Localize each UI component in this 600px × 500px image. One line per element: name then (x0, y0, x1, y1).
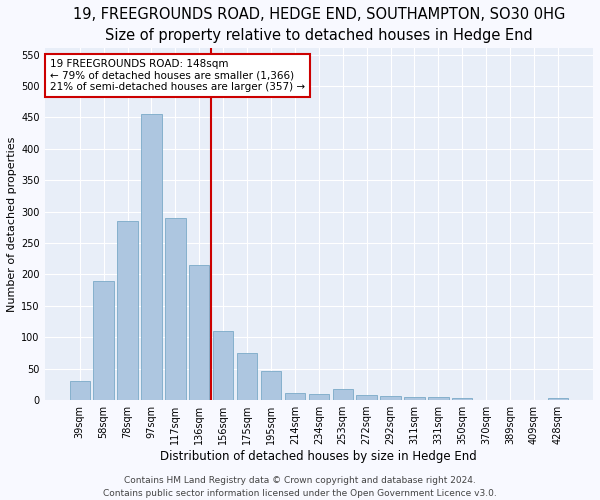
Bar (189, 265, 209, 400)
Text: 19 FREEGROUNDS ROAD: 148sqm
← 79% of detached houses are smaller (1,366)
21% of : 19 FREEGROUNDS ROAD: 148sqm ← 79% of det… (50, 59, 305, 92)
Bar (118, 221, 137, 400)
Bar (261, 370, 281, 400)
Bar (356, 395, 377, 400)
Bar (332, 389, 353, 400)
Text: Contains HM Land Registry data © Crown copyright and database right 2024.
Contai: Contains HM Land Registry data © Crown c… (103, 476, 497, 498)
Bar (548, 398, 568, 400)
Bar (404, 397, 425, 400)
Bar (308, 394, 329, 400)
Y-axis label: Number of detached properties: Number of detached properties (7, 136, 17, 312)
Bar (141, 114, 161, 400)
Bar (452, 398, 472, 400)
Bar (213, 331, 233, 400)
Bar (428, 397, 449, 400)
Bar (94, 281, 114, 400)
Bar (285, 392, 305, 400)
Bar (237, 353, 257, 400)
Bar (380, 396, 401, 400)
Bar (165, 218, 185, 400)
X-axis label: Distribution of detached houses by size in Hedge End: Distribution of detached houses by size … (160, 450, 477, 463)
Title: 19, FREEGROUNDS ROAD, HEDGE END, SOUTHAMPTON, SO30 0HG
Size of property relative: 19, FREEGROUNDS ROAD, HEDGE END, SOUTHAM… (73, 7, 565, 43)
Bar (70, 382, 90, 400)
